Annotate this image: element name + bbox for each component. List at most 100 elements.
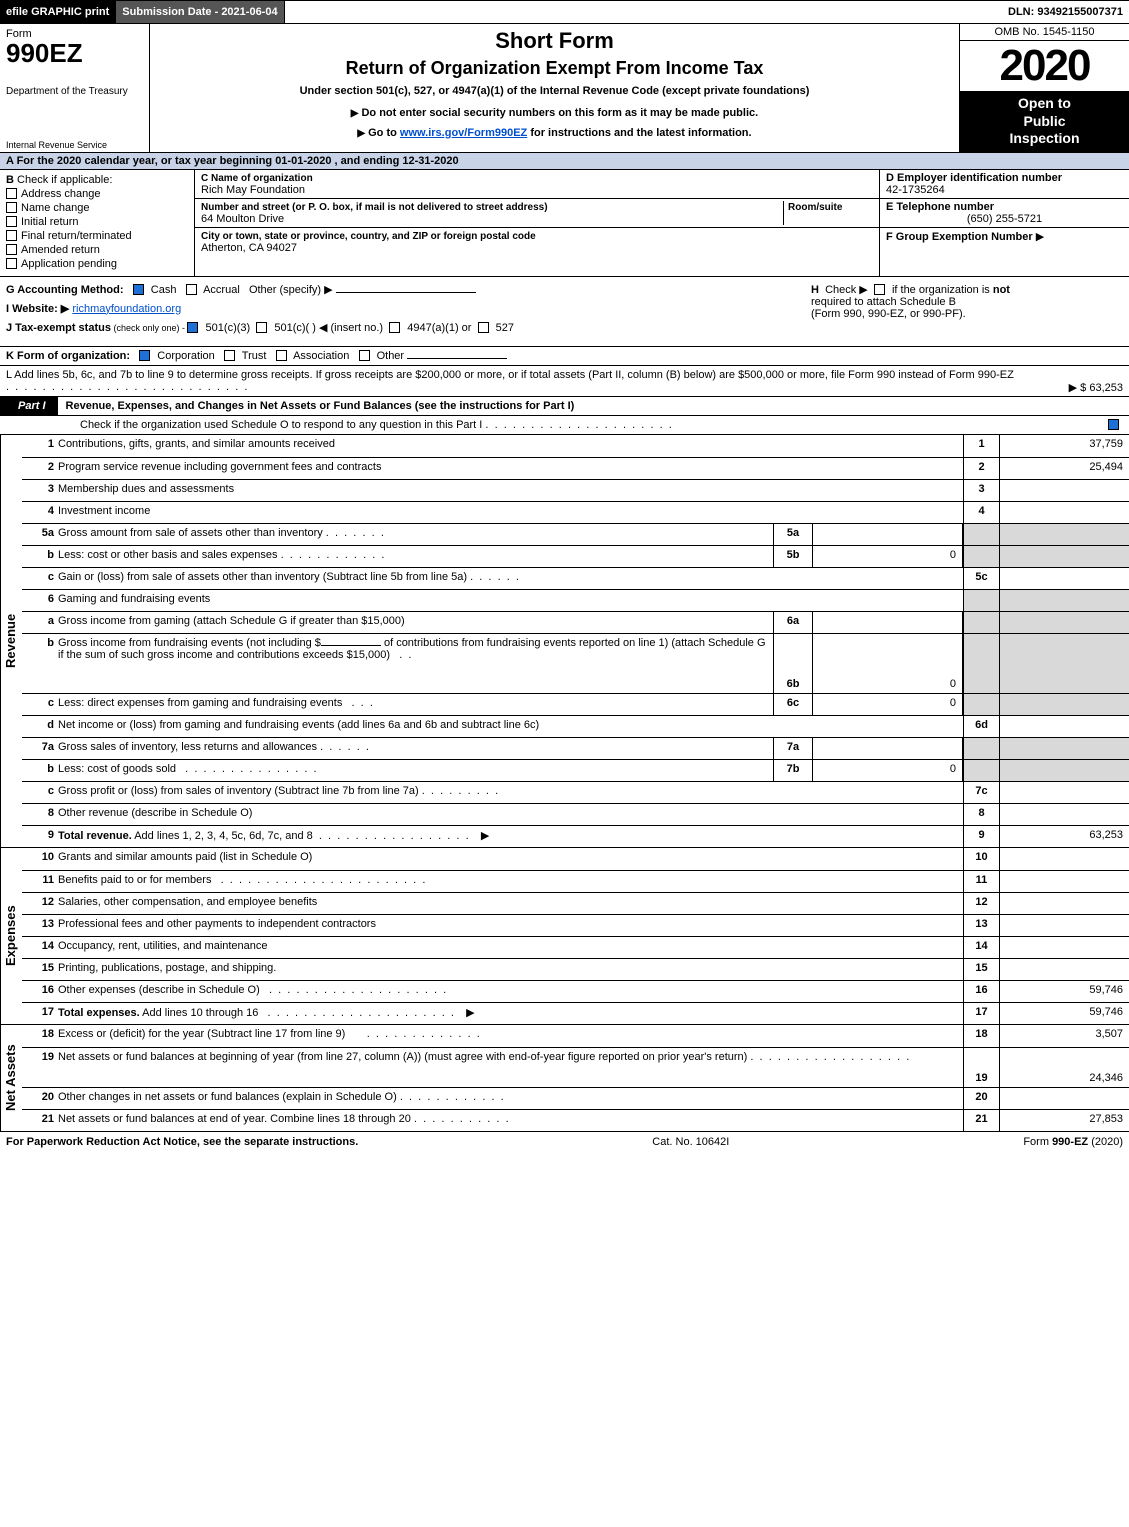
g-accrual-checkbox[interactable] [186,284,197,295]
line-midval [813,524,963,545]
j-501c-checkbox[interactable] [256,322,267,333]
j-501c3-checkbox[interactable] [187,322,198,333]
chk-address-change[interactable]: Address change [6,188,188,200]
k-corp-checkbox[interactable] [139,350,150,361]
line-19: 19 Net assets or fund balances at beginn… [22,1047,1129,1087]
line-num: b [22,546,58,567]
line-desc: Professional fees and other payments to … [58,915,963,936]
checkbox-icon[interactable] [6,258,17,269]
open-line1: Open to [1018,95,1071,111]
h-text4: (Form 990, 990-EZ, or 990-PF). [811,308,966,320]
g-label: G Accounting Method: [6,284,124,296]
6b-amount-input[interactable] [321,645,381,646]
k-other-input[interactable] [407,358,507,359]
line-7a: 7a Gross sales of inventory, less return… [22,737,1129,759]
footer-mid: Cat. No. 10642I [652,1136,729,1148]
checkbox-icon[interactable] [6,216,17,227]
line-num: 5a [22,524,58,545]
form-number: 990EZ [6,40,143,66]
line-5a: 5a Gross amount from sale of assets othe… [22,523,1129,545]
line-rnum: 14 [963,937,999,958]
line-desc: Occupancy, rent, utilities, and maintena… [58,937,963,958]
line-rval-shade [999,546,1129,567]
line-desc: Gross amount from sale of assets other t… [58,524,773,545]
line-midbox: 5b [773,546,813,567]
line-rnum: 5c [963,568,999,589]
line-desc: Total revenue. Add lines 1, 2, 3, 4, 5c,… [58,826,963,847]
checkbox-icon[interactable] [6,202,17,213]
line-num: 16 [22,981,58,1002]
dln-label: DLN: 93492155007371 [1002,1,1129,23]
line-rval [999,782,1129,803]
checkbox-icon[interactable] [6,244,17,255]
line-rval: 37,759 [999,435,1129,457]
chk-final-return[interactable]: Final return/terminated [6,230,188,242]
line-16: 16 Other expenses (describe in Schedule … [22,980,1129,1002]
j-label: J Tax-exempt status [6,322,111,334]
line-rnum: 6d [963,716,999,737]
line-a-tax-year: A For the 2020 calendar year, or tax yea… [0,153,1129,170]
line-num: c [22,694,58,715]
line-rval [999,915,1129,936]
line-rnum: 15 [963,959,999,980]
line-midbox: 6b [773,634,813,693]
page-footer: For Paperwork Reduction Act Notice, see … [0,1132,1129,1152]
line-20: 20 Other changes in net assets or fund b… [22,1087,1129,1109]
line-rval [999,893,1129,914]
line-18: 18 Excess or (deficit) for the year (Sub… [22,1025,1129,1047]
checkbox-icon[interactable] [6,230,17,241]
line-rnum: 8 [963,804,999,825]
line-rnum: 7c [963,782,999,803]
room-label: Room/suite [788,202,842,213]
j-527-label: 527 [496,322,514,334]
line-rnum: 16 [963,981,999,1002]
line-11: 11 Benefits paid to or for members . . .… [22,870,1129,892]
line-rval [999,716,1129,737]
line-num: c [22,568,58,589]
top-bar: efile GRAPHIC print Submission Date - 20… [0,0,1129,24]
line-rval-shade [999,738,1129,759]
chk-amended-return[interactable]: Amended return [6,244,188,256]
k-other-checkbox[interactable] [359,350,370,361]
line-6d: d Net income or (loss) from gaming and f… [22,715,1129,737]
city-label: City or town, state or province, country… [201,231,536,242]
line-desc: Gross income from gaming (attach Schedul… [58,612,773,633]
k-assoc-checkbox[interactable] [276,350,287,361]
g-accrual-label: Accrual [203,284,240,296]
part1-schedule-o-checkbox[interactable] [1108,419,1123,431]
chk-initial-return[interactable]: Initial return [6,216,188,228]
line-desc: Total expenses. Add lines 10 through 16 … [58,1003,963,1024]
c-label: C Name of organization [201,173,313,184]
chk-application-pending[interactable]: Application pending [6,258,188,270]
line-7b: b Less: cost of goods sold . . . . . . .… [22,759,1129,781]
chk-name-change[interactable]: Name change [6,202,188,214]
line-rnum-shade [963,524,999,545]
j-527-checkbox[interactable] [478,322,489,333]
header-middle: Short Form Return of Organization Exempt… [150,24,959,152]
efile-print-button[interactable]: efile GRAPHIC print [0,1,116,23]
h-checkbox[interactable] [874,284,885,295]
goto-link[interactable]: www.irs.gov/Form990EZ [400,127,527,139]
g-cash-checkbox[interactable] [133,284,144,295]
revenue-section: Revenue 1 Contributions, gifts, grants, … [0,435,1129,848]
line-rnum-shade [963,694,999,715]
return-title: Return of Organization Exempt From Incom… [160,58,949,79]
line-rnum: 9 [963,826,999,847]
line-midbox: 5a [773,524,813,545]
g-other-input[interactable] [336,292,476,293]
line-rnum: 11 [963,871,999,892]
k-trust-checkbox[interactable] [224,350,235,361]
line-rnum: 1 [963,435,999,457]
l-text: L Add lines 5b, 6c, and 7b to line 9 to … [6,369,1014,381]
line-desc: Less: cost of goods sold . . . . . . . .… [58,760,773,781]
j-4947-checkbox[interactable] [389,322,400,333]
checkbox-icon[interactable] [6,188,17,199]
submission-date-button[interactable]: Submission Date - 2021-06-04 [116,1,284,23]
line-midbox: 6c [773,694,813,715]
website-link[interactable]: richmayfoundation.org [72,303,181,315]
line-desc: Net assets or fund balances at end of ye… [58,1110,963,1131]
line-1: 1 Contributions, gifts, grants, and simi… [22,435,1129,457]
line-rval [999,568,1129,589]
line-desc: Printing, publications, postage, and shi… [58,959,963,980]
line-rnum: 17 [963,1003,999,1024]
